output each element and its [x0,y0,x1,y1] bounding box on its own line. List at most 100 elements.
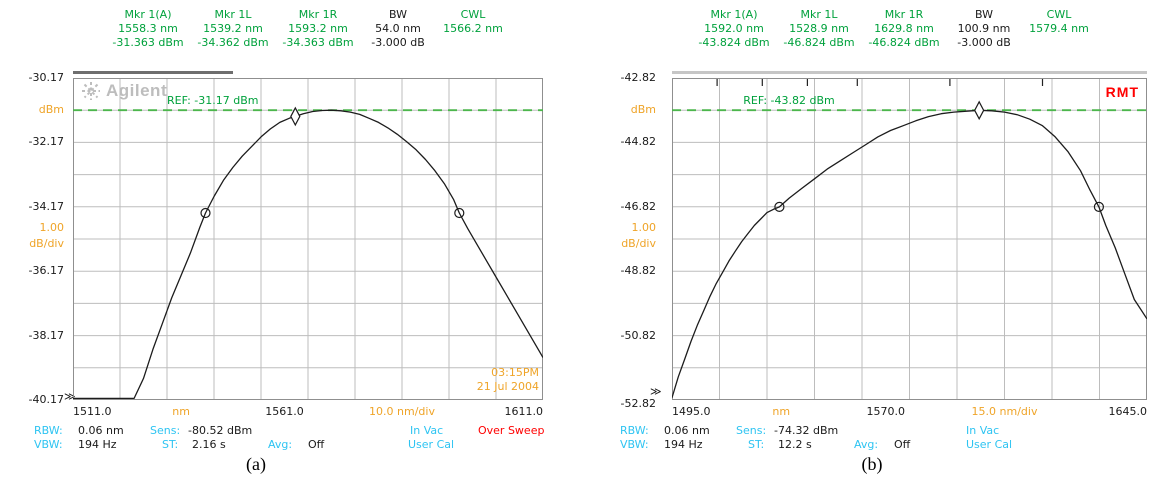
x-tick-center: 1570.0 [866,405,906,418]
user-cal-indicator: User Cal [408,438,455,451]
status-row-1-b: RBW: 0.06 nm Sens: -74.32 dBm In Vac [586,424,1172,437]
vbw-label: VBW: [620,438,649,451]
agilent-logo: Agilent [81,81,167,101]
st-label: ST: [162,438,179,451]
x-tick-center: 1561.0 [265,405,304,418]
avg-label: Avg: [268,438,293,451]
readout-power: -31.363 dBm [112,36,184,49]
x-scale-per-div: 10.0 nm/div [369,405,435,418]
readout-wavelength: 1629.8 nm [874,22,934,35]
y-scale-unit: dB/div [621,237,656,250]
readout-wavelength: 1566.2 nm [443,22,503,35]
x-axis-unit: nm [772,405,791,418]
x-tick-start: 1511.0 [73,405,112,418]
rbw-label: RBW: [34,424,63,437]
readout-wavelength: 1592.0 nm [704,22,764,35]
remote-mode-indicator: RMT [1105,84,1139,100]
y-tick: -50.82 [620,329,656,342]
readout-wavelength: 1558.3 nm [118,22,178,35]
plot-border [73,78,543,400]
spectrum-chart-b [672,78,1147,400]
spectrum-trace [73,109,543,400]
readout-wavelength: 1528.9 nm [789,22,849,35]
x-axis-labels-b: 1495.0 nm 1570.0 15.0 nm/div 1645.0 [672,405,1147,419]
readout-label: BW [974,8,994,21]
readout-label: Mkr 1L [214,8,252,21]
readout-mkr1l: Mkr 1L 1539.2 nm -34.362 dBm [183,8,283,50]
timestamp-time: 03:15PM [491,366,539,379]
st-label: ST: [748,438,765,451]
rbw-value: 0.06 nm [664,424,710,437]
y-scale-value: 1.00 [39,221,65,234]
user-cal-indicator: User Cal [966,438,1013,451]
y-tick: -30.17 [28,71,64,84]
avg-label: Avg: [854,438,879,451]
subfigure-caption-a: (a) [246,454,266,474]
readout-power: -46.824 dBm [868,36,940,49]
y-tick: -42.82 [620,71,656,84]
y-scale-value: 1.00 [631,221,657,234]
x-tick-end: 1645.0 [1108,405,1148,418]
y-tick: -46.82 [620,200,656,213]
y-tick: -48.82 [620,264,656,277]
timestamp-date: 21 Jul 2004 [476,380,539,393]
readout-mkr1l: Mkr 1L 1528.9 nm -46.824 dBm [769,8,869,50]
marker1-diamond [973,100,985,121]
readout-power: -46.824 dBm [783,36,855,49]
readout-wavelength: 54.0 nm [375,22,421,35]
readout-label: Mkr 1L [800,8,838,21]
readout-label: Mkr 1(A) [124,8,172,21]
timestamp: 03:15PM 21 Jul 2004 [477,366,539,394]
brand-text: Agilent [106,81,168,100]
sens-label: Sens: [150,424,181,437]
bandwidth-marker-right-circle [454,207,465,219]
medium-indicator: In Vac [966,424,1000,437]
readout-bw: BW 54.0 nm -3.000 dB [348,8,448,50]
sens-label: Sens: [736,424,767,437]
plot-area-b: REF: -43.82 dBm RMT [672,71,1147,400]
readout-label: CWL [1046,8,1072,21]
ref-level-label: REF: -43.82 dBm [743,94,835,107]
readout-label: Mkr 1R [884,8,924,21]
status-row-2-a: VBW: 194 Hz ST: 2.16 s Avg: Off User Cal [0,438,586,451]
readout-label: CWL [460,8,486,21]
spectrum-trace [672,109,1147,398]
status-row-1-a: RBW: 0.06 nm Sens: -80.52 dBm In Vac Ove… [0,424,586,437]
bandwidth-marker-right-circle [1093,201,1104,212]
osa-panel-b: Mkr 1(A) 1592.0 nm -43.824 dBm Mkr 1L 15… [586,0,1172,494]
overrange-arrow-icon: ≫ [650,385,662,398]
plot-area-a: Agilent REF: -31.17 dBm 03:15PM 21 Jul 2… [73,71,543,400]
y-axis-unit: dBm [630,103,656,116]
y-tick: -44.82 [620,135,656,148]
x-tick-end: 1611.0 [504,405,544,418]
vbw-value: 194 Hz [664,438,703,451]
readout-cwl: CWL 1579.4 nm [1009,8,1109,36]
readout-power: -34.363 dBm [282,36,354,49]
readout-power: -3.000 dB [957,36,1011,49]
readout-label: BW [388,8,408,21]
readout-mkr1: Mkr 1(A) 1592.0 nm -43.824 dBm [684,8,784,50]
rbw-label: RBW: [620,424,649,437]
bandwidth-marker-left-circle [200,207,211,219]
sweep-progress-bar [672,71,1147,74]
readout-mkr1: Mkr 1(A) 1558.3 nm -31.363 dBm [98,8,198,50]
y-axis-unit: dBm [38,103,64,116]
y-tick: -36.17 [28,264,64,277]
x-axis-labels-a: 1511.0 nm 1561.0 10.0 nm/div 1611.0 [73,405,543,419]
x-tick-start: 1495.0 [672,405,711,418]
sens-value: -80.52 dBm [188,424,253,437]
readout-wavelength: 1539.2 nm [203,22,263,35]
overrange-arrow-icon: ≫ [64,390,76,403]
ref-level-label: REF: -31.17 dBm [167,94,259,107]
osa-panel-a: Mkr 1(A) 1558.3 nm -31.363 dBm Mkr 1L 15… [0,8,586,474]
y-tick: -40.17 [28,393,64,406]
y-scale-unit: dB/div [29,237,64,250]
st-value: 2.16 s [192,438,226,451]
status-row-2-b: VBW: 194 Hz ST: 12.2 s Avg: Off User Cal [586,438,1172,451]
marker1-diamond [290,106,301,127]
avg-value: Off [894,438,911,451]
readout-wavelength: 1579.4 nm [1029,22,1089,35]
readout-mkr1r: Mkr 1R 1629.8 nm -46.824 dBm [854,8,954,50]
readout-wavelength: 100.9 nm [957,22,1011,35]
